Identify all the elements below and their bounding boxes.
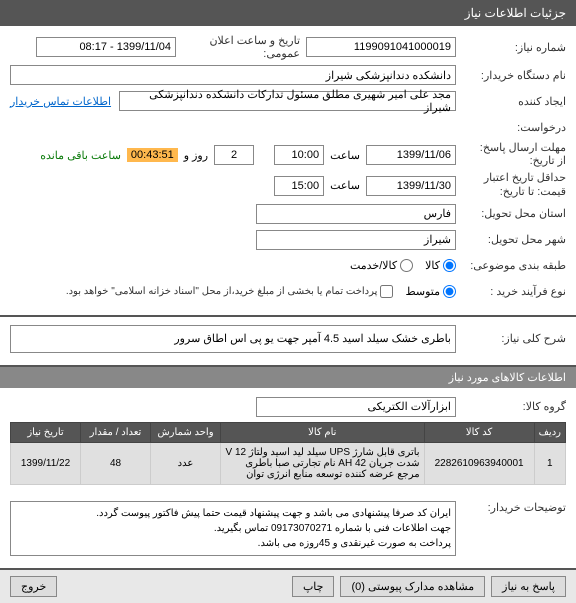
need-details-panel: جزئیات اطلاعات نیاز شماره نیاز: 11990910…	[0, 0, 576, 603]
reply-button[interactable]: پاسخ به نیاز	[491, 576, 566, 597]
budget-opt1[interactable]: کالا	[425, 259, 456, 272]
need-number-label: شماره نیاز:	[456, 41, 566, 54]
panel-title: جزئیات اطلاعات نیاز	[465, 6, 566, 20]
process-opt2[interactable]: پرداخت تمام یا بخشی از مبلغ خرید،از محل …	[66, 285, 394, 298]
announce-field: 1399/11/04 - 08:17	[36, 37, 176, 57]
th-idx: ردیف	[534, 422, 565, 442]
delivery-city-field: شیراز	[256, 230, 456, 250]
deadline-time-field: 10:00	[274, 145, 324, 165]
panel-header: جزئیات اطلاعات نیاز	[0, 0, 576, 26]
items-section: گروه کالا: ابزارآلات الکتریکی ردیف کد کا…	[0, 388, 576, 493]
footer: پاسخ به نیاز مشاهده مدارک پیوستی (0) چاپ…	[0, 570, 576, 603]
process-group: متوسط پرداخت تمام یا بخشی از مبلغ خرید،ا…	[66, 285, 456, 298]
attachments-button[interactable]: مشاهده مدارک پیوستی (0)	[340, 576, 485, 597]
delivery-state-label: استان محل تحویل:	[456, 207, 566, 220]
announce-label: تاریخ و ساعت اعلان عمومی:	[176, 34, 306, 60]
th-name: نام کالا	[221, 422, 425, 442]
contact-link[interactable]: اطلاعات تماس خریدار	[10, 95, 111, 108]
request-label: درخواست:	[456, 121, 566, 134]
credit-label: حداقل تاریخ اعتبارقیمت: تا تاریخ:	[456, 172, 566, 198]
print-button[interactable]: چاپ	[292, 576, 335, 597]
desc-label: شرح کلی نیاز:	[456, 332, 566, 345]
group-field: ابزارآلات الکتریکی	[256, 397, 456, 417]
process-check[interactable]	[380, 285, 393, 298]
main-info-section: شماره نیاز: 1199091041000019 تاریخ و ساع…	[0, 26, 576, 317]
table-row: 1 2282610963940001 باتری قابل شارژ UPS س…	[11, 442, 566, 484]
buyer-org-field: دانشکده دندانپزشکی شیراز	[10, 65, 456, 85]
time-label-2: ساعت	[330, 179, 360, 192]
items-table: ردیف کد کالا نام کالا واحد شمارش تعداد /…	[10, 422, 566, 485]
budget-radio-1[interactable]	[443, 259, 456, 272]
delivery-city-label: شهر محل تحویل:	[456, 233, 566, 246]
items-section-title: اطلاعات کالاهای مورد نیاز	[0, 367, 576, 388]
budget-opt2[interactable]: کالا/خدمت	[350, 259, 413, 272]
td-qty: 48	[81, 442, 151, 484]
credit-date-field: 1399/11/30	[366, 176, 456, 196]
process-opt1[interactable]: متوسط	[405, 285, 456, 298]
th-date: تاریخ نیاز	[11, 422, 81, 442]
deadline-label: مهلت ارسال پاسخ:از تاریخ:	[456, 142, 566, 168]
credit-time-field: 15:00	[274, 176, 324, 196]
buyer-org-label: نام دستگاه خریدار:	[456, 69, 566, 82]
buyer-notes-section: توضیحات خریدار: ایران کد صرفا پیشنهادی م…	[0, 493, 576, 570]
process-radio-1[interactable]	[443, 285, 456, 298]
remaining-time: 00:43:51	[127, 148, 178, 162]
remaining-label: ساعت باقی مانده	[40, 149, 121, 162]
days-count-field: 2	[214, 145, 254, 165]
deadline-date-field: 1399/11/06	[366, 145, 456, 165]
td-date: 1399/11/22	[11, 442, 81, 484]
need-number-field: 1199091041000019	[306, 37, 456, 57]
th-qty: تعداد / مقدار	[81, 422, 151, 442]
group-label: گروه کالا:	[456, 400, 566, 413]
buyer-notes-box: ایران کد صرفا پیشنهادی می باشد و جهت پیش…	[10, 501, 456, 556]
time-label-1: ساعت	[330, 149, 360, 162]
th-unit: واحد شمارش	[151, 422, 221, 442]
exit-button[interactable]: خروج	[10, 576, 57, 597]
td-idx: 1	[534, 442, 565, 484]
process-label: نوع فرآیند خرید :	[456, 285, 566, 298]
budget-label: طبقه بندی موضوعی:	[456, 259, 566, 272]
td-unit: عدد	[151, 442, 221, 484]
td-name: باتری قابل شارژ UPS سیلد لید اسید ولتاژ …	[221, 442, 425, 484]
days-label: روز و	[184, 149, 208, 162]
buyer-notes-label: توضیحات خریدار:	[456, 501, 566, 514]
budget-radio-2[interactable]	[400, 259, 413, 272]
creator-label: ایجاد کننده	[456, 95, 566, 108]
creator-field: مجد علی امیر شهیری مطلق مسئول تدارکات دا…	[119, 91, 456, 111]
delivery-state-field: فارس	[256, 204, 456, 224]
desc-field: باطری خشک سیلد اسید 4.5 آمپر جهت یو پی ا…	[10, 325, 456, 353]
td-code: 2282610963940001	[424, 442, 534, 484]
th-code: کد کالا	[424, 422, 534, 442]
budget-radio-group: کالا کالا/خدمت	[350, 259, 456, 272]
desc-section: شرح کلی نیاز: باطری خشک سیلد اسید 4.5 آم…	[0, 317, 576, 367]
table-header-row: ردیف کد کالا نام کالا واحد شمارش تعداد /…	[11, 422, 566, 442]
